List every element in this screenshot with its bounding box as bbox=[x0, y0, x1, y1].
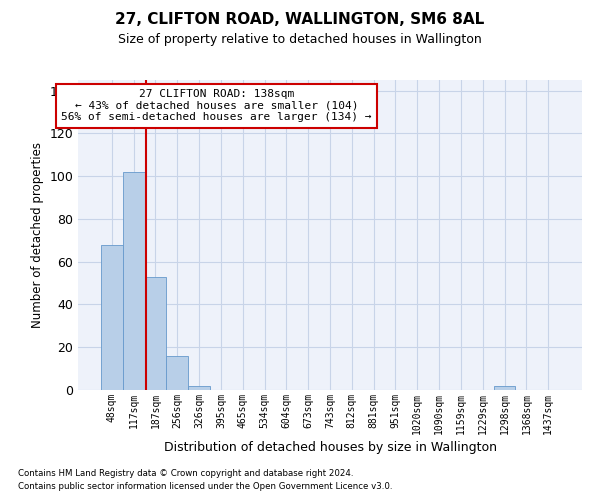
Bar bbox=[101, 244, 123, 390]
Bar bbox=[494, 386, 515, 390]
Text: Contains public sector information licensed under the Open Government Licence v3: Contains public sector information licen… bbox=[18, 482, 392, 491]
Text: 27 CLIFTON ROAD: 138sqm
← 43% of detached houses are smaller (104)
56% of semi-d: 27 CLIFTON ROAD: 138sqm ← 43% of detache… bbox=[61, 90, 372, 122]
Text: Size of property relative to detached houses in Wallington: Size of property relative to detached ho… bbox=[118, 32, 482, 46]
Bar bbox=[188, 386, 210, 390]
Text: 27, CLIFTON ROAD, WALLINGTON, SM6 8AL: 27, CLIFTON ROAD, WALLINGTON, SM6 8AL bbox=[115, 12, 485, 28]
Text: Contains HM Land Registry data © Crown copyright and database right 2024.: Contains HM Land Registry data © Crown c… bbox=[18, 468, 353, 477]
Y-axis label: Number of detached properties: Number of detached properties bbox=[31, 142, 44, 328]
Bar bbox=[166, 356, 188, 390]
Bar bbox=[123, 172, 145, 390]
Bar bbox=[145, 276, 166, 390]
X-axis label: Distribution of detached houses by size in Wallington: Distribution of detached houses by size … bbox=[163, 441, 497, 454]
